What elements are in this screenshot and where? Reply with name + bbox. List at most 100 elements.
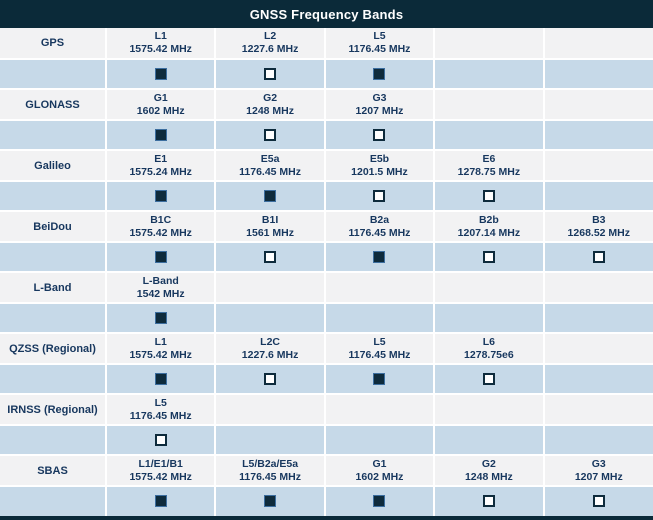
band-frequency: 1227.6 MHz [241, 348, 299, 361]
checkbox-checked-icon[interactable] [373, 372, 386, 385]
checkbox-unchecked-icon[interactable] [373, 128, 386, 141]
band-cell: L5/B2a/E5a 1176.45 MHz [215, 455, 326, 487]
band-name: B1I [261, 213, 279, 226]
band-frequency: 1602 MHz [355, 470, 404, 483]
empty-band-cell [543, 394, 653, 426]
empty-checkbox-cell [543, 181, 653, 212]
band-frequency: 1176.45 MHz [348, 348, 411, 361]
checkbox-cell [434, 181, 545, 212]
empty-band-cell [543, 89, 653, 121]
band-cell: E6 1278.75 MHz [434, 150, 545, 182]
band-name: B2b [478, 213, 499, 226]
band-cell: L1 1575.42 MHz [106, 333, 217, 365]
band-frequency: 1575.42 MHz [129, 470, 192, 483]
checkbox-unchecked-icon[interactable] [264, 372, 277, 385]
empty-system-cell [0, 425, 107, 456]
checkbox-unchecked-icon[interactable] [592, 250, 605, 263]
frequency-table: GPS L1 1575.42 MHz L2 1227.6 MHz L5 1176.45 MH… [0, 28, 653, 516]
empty-system-cell [0, 181, 107, 212]
checkbox-cell [215, 486, 326, 516]
checkbox-cell [324, 486, 436, 516]
empty-system-cell [0, 59, 107, 90]
checkbox-unchecked-icon[interactable] [482, 495, 495, 508]
checkbox-cell [215, 242, 326, 273]
empty-checkbox-cell [543, 59, 653, 90]
checkbox-cell [324, 120, 436, 151]
band-frequency: 1176.45 MHz [348, 226, 411, 239]
band-name: G3 [372, 91, 387, 104]
empty-checkbox-cell [324, 303, 436, 334]
band-cell: L6 1278.75e6 [434, 333, 545, 365]
empty-checkbox-cell [543, 120, 653, 151]
checkbox-checked-icon[interactable] [154, 311, 167, 324]
empty-checkbox-cell [215, 303, 326, 334]
empty-band-cell [324, 394, 436, 426]
band-frequency: 1248 MHz [464, 470, 513, 483]
band-name: L1/E1/B1 [138, 457, 183, 470]
checkbox-cell [106, 486, 217, 516]
system-label: IRNSS (Regional) [0, 394, 107, 426]
empty-checkbox-cell [434, 59, 545, 90]
checkbox-checked-icon[interactable] [373, 67, 386, 80]
checkbox-unchecked-icon[interactable] [264, 128, 277, 141]
checkbox-unchecked-icon[interactable] [264, 67, 277, 80]
checkbox-cell [215, 181, 326, 212]
empty-system-cell [0, 364, 107, 395]
checkbox-cell [324, 181, 436, 212]
checkbox-unchecked-icon[interactable] [482, 189, 495, 202]
band-frequency: 1278.75e6 [464, 348, 514, 361]
empty-system-cell [0, 120, 107, 151]
checkbox-checked-icon[interactable] [154, 495, 167, 508]
checkbox-cell [434, 486, 545, 516]
checkbox-checked-icon[interactable] [373, 250, 386, 263]
empty-band-cell [543, 333, 653, 365]
band-frequency: 1575.24 MHz [129, 165, 192, 178]
checkbox-unchecked-icon[interactable] [592, 495, 605, 508]
checkbox-checked-icon[interactable] [154, 372, 167, 385]
band-name: B3 [592, 213, 606, 226]
band-name: L5 [373, 30, 386, 42]
empty-checkbox-cell [543, 303, 653, 334]
checkbox-checked-icon[interactable] [154, 128, 167, 141]
checkbox-checked-icon[interactable] [264, 495, 277, 508]
band-frequency: 1176.45 MHz [129, 409, 192, 422]
checkbox-cell [434, 364, 545, 395]
band-cell: G3 1207 MHz [324, 89, 436, 121]
band-name: L5 [373, 335, 386, 348]
checkbox-unchecked-icon[interactable] [373, 189, 386, 202]
checkbox-checked-icon[interactable] [154, 250, 167, 263]
checkbox-unchecked-icon[interactable] [154, 433, 167, 446]
band-frequency: 1176.45 MHz [239, 165, 302, 178]
empty-band-cell [324, 272, 436, 304]
band-name: G1 [153, 91, 168, 104]
checkbox-unchecked-icon[interactable] [264, 250, 277, 263]
checkbox-cell [106, 181, 217, 212]
band-name: B2a [369, 213, 390, 226]
checkbox-unchecked-icon[interactable] [482, 372, 495, 385]
checkbox-checked-icon[interactable] [373, 495, 386, 508]
checkbox-checked-icon[interactable] [264, 189, 277, 202]
band-cell: L5 1176.45 MHz [106, 394, 217, 426]
system-label: GLONASS [0, 89, 107, 121]
checkbox-cell [106, 303, 217, 334]
empty-checkbox-cell [215, 425, 326, 456]
band-name: G2 [481, 457, 496, 470]
table-title: GNSS Frequency Bands [0, 0, 653, 28]
checkbox-checked-icon[interactable] [154, 67, 167, 80]
checkbox-checked-icon[interactable] [154, 189, 167, 202]
band-name: B1C [150, 213, 172, 226]
band-name: L2C [260, 335, 280, 348]
band-name: G2 [263, 91, 278, 104]
empty-system-cell [0, 242, 107, 273]
band-frequency: 1542 MHz [136, 287, 185, 300]
band-cell: B2b 1207.14 MHz [434, 211, 545, 243]
band-frequency: 1575.42 MHz [129, 43, 192, 55]
band-name: E1 [154, 152, 168, 165]
checkbox-unchecked-icon[interactable] [482, 250, 495, 263]
band-cell: G3 1207 MHz [543, 455, 653, 487]
checkbox-cell [106, 364, 217, 395]
empty-band-cell [215, 272, 326, 304]
band-frequency: 1575.42 MHz [129, 348, 192, 361]
band-name: L5 [154, 396, 167, 409]
